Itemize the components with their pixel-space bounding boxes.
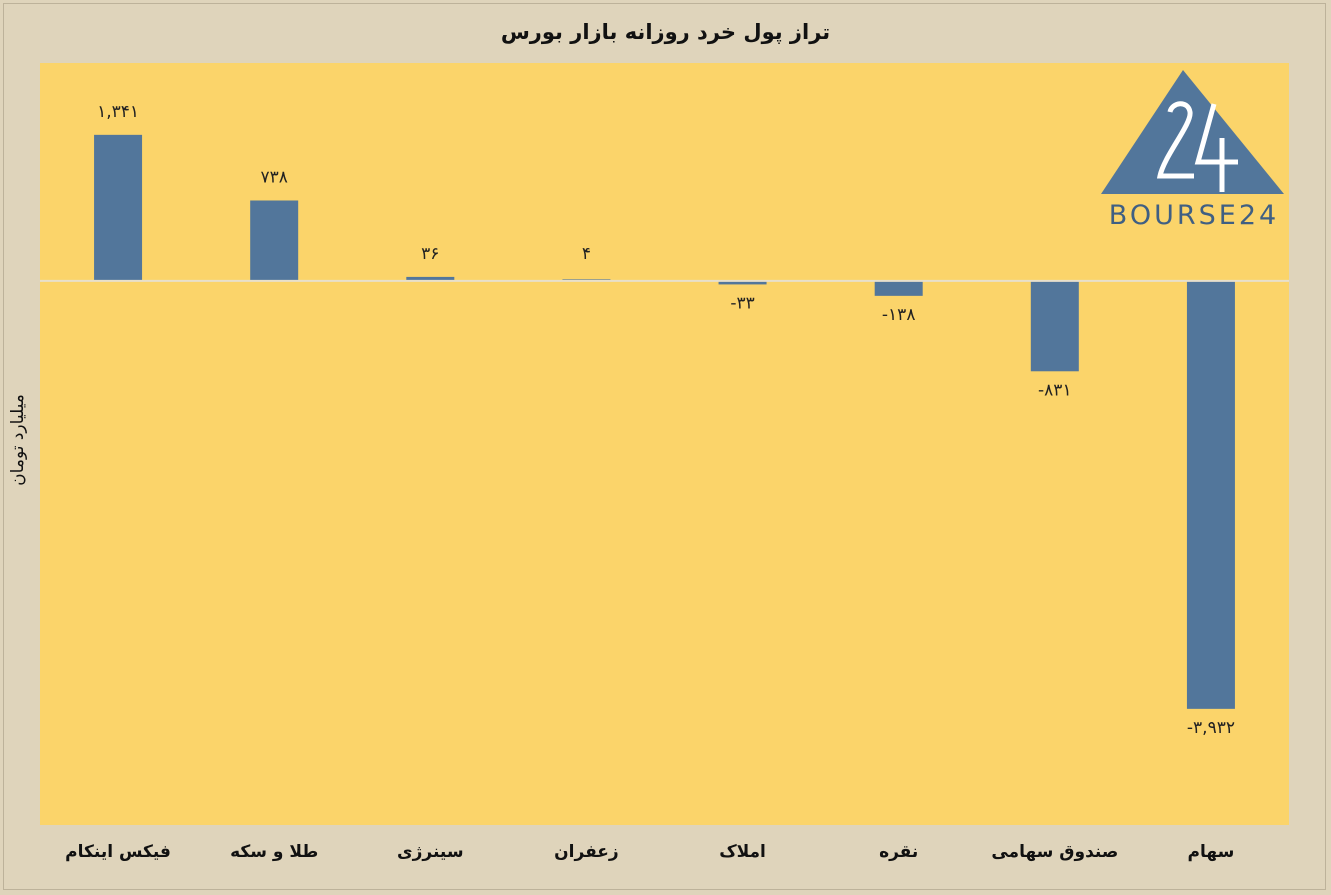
bar <box>1030 280 1079 372</box>
data-label: ۱,۳۴۱ <box>97 102 139 122</box>
data-label: -۱۳۸ <box>882 305 916 325</box>
category-label: طلا و سکه <box>230 842 318 862</box>
bar <box>1186 280 1235 709</box>
bar <box>874 280 923 296</box>
data-label: -۳۳ <box>730 293 754 313</box>
category-label: صندوق سهامی <box>991 842 1118 862</box>
bourse24-logo: BOURSE24 <box>1101 70 1284 230</box>
data-label: -۳,۹۳۲ <box>1187 718 1235 738</box>
bar <box>94 134 143 281</box>
category-label: سهام <box>1188 842 1235 862</box>
data-label: ۴ <box>582 244 591 264</box>
chart-frame <box>3 3 1326 890</box>
plot-area <box>40 63 1289 825</box>
category-label: نقره <box>879 842 918 862</box>
logo-text: BOURSE24 <box>1109 200 1279 230</box>
data-label: -۸۳۱ <box>1038 380 1072 400</box>
data-label: ۷۳۸ <box>260 167 287 187</box>
bar <box>250 200 299 281</box>
bar <box>718 280 767 285</box>
category-label: فیکس اینکام <box>65 842 171 862</box>
data-label: ۳۶ <box>421 244 439 264</box>
category-label: سینرژی <box>397 842 464 862</box>
category-label: زعفران <box>554 842 619 862</box>
bar <box>406 276 455 281</box>
chart-title: تراز پول خرد روزانه بازار بورس <box>500 20 831 44</box>
category-label: املاک <box>719 842 766 862</box>
